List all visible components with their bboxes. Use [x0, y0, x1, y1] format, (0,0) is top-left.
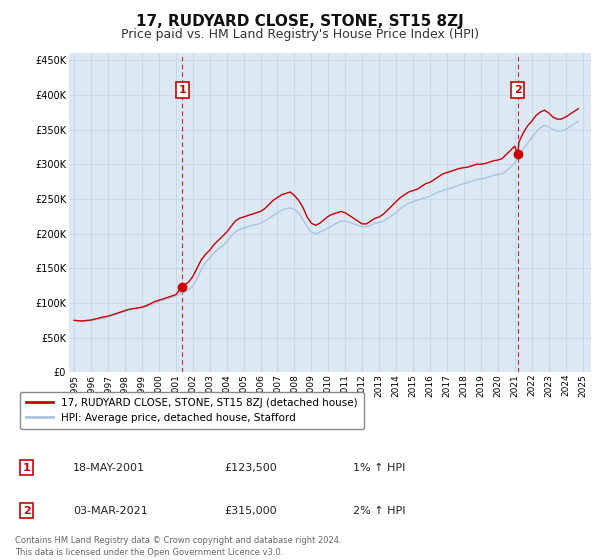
- Text: 1: 1: [23, 463, 31, 473]
- Text: 2% ↑ HPI: 2% ↑ HPI: [353, 506, 405, 516]
- Text: £315,000: £315,000: [224, 506, 277, 516]
- Text: 2: 2: [23, 506, 31, 516]
- Text: 17, RUDYARD CLOSE, STONE, ST15 8ZJ: 17, RUDYARD CLOSE, STONE, ST15 8ZJ: [136, 14, 464, 29]
- Text: 03-MAR-2021: 03-MAR-2021: [73, 506, 148, 516]
- Text: Contains HM Land Registry data © Crown copyright and database right 2024.
This d: Contains HM Land Registry data © Crown c…: [15, 536, 341, 557]
- Text: 18-MAY-2001: 18-MAY-2001: [73, 463, 145, 473]
- Text: £123,500: £123,500: [224, 463, 277, 473]
- Text: 1: 1: [178, 85, 186, 95]
- Legend: 17, RUDYARD CLOSE, STONE, ST15 8ZJ (detached house), HPI: Average price, detache: 17, RUDYARD CLOSE, STONE, ST15 8ZJ (deta…: [20, 391, 364, 430]
- Text: 1% ↑ HPI: 1% ↑ HPI: [353, 463, 405, 473]
- Text: Price paid vs. HM Land Registry's House Price Index (HPI): Price paid vs. HM Land Registry's House …: [121, 28, 479, 41]
- Text: 2: 2: [514, 85, 521, 95]
